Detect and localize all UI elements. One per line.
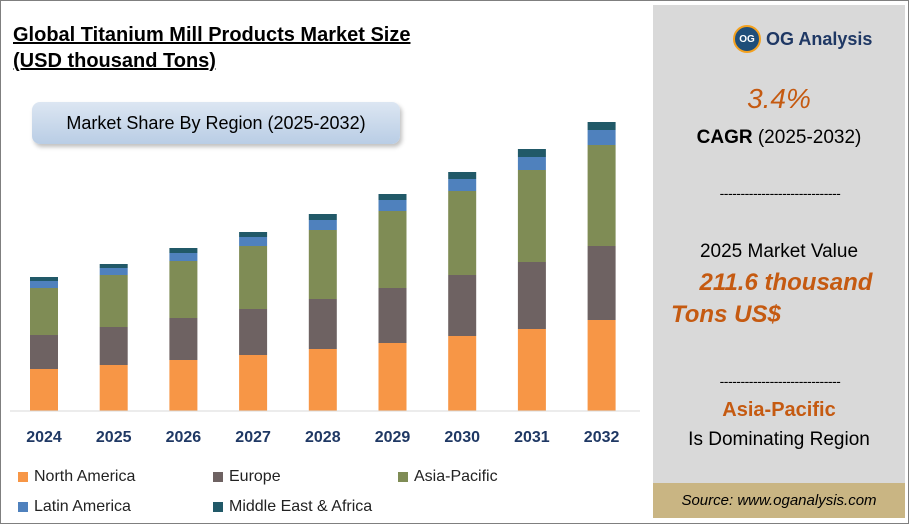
legend-swatch xyxy=(18,472,28,482)
bar-segment-europe-2031 xyxy=(517,262,546,329)
divider-bottom: ----------------------------- xyxy=(719,373,841,389)
bar-segment-middle-east-africa-2028 xyxy=(308,214,337,220)
bar-segment-asia-pacific-2031 xyxy=(517,170,546,262)
chart-title-line1: Global Titanium Mill Products Market Siz… xyxy=(13,24,411,46)
x-axis-labels: 2024 2025 2026 2027 2028 2029 2030 2031 2032 xyxy=(26,429,619,446)
dominating-region-text: Is Dominating Region xyxy=(688,429,870,450)
bar-segment-latin-america-2029 xyxy=(378,200,407,211)
legend-item-middle-east-africa: Middle East & Africa xyxy=(213,498,372,516)
legend-item-europe: Europe xyxy=(213,468,281,486)
bar-segment-latin-america-2030 xyxy=(448,179,477,191)
bar-segment-asia-pacific-2025 xyxy=(99,275,128,327)
legend-swatch xyxy=(213,502,223,512)
chart-title: Global Titanium Mill Products Market Siz… xyxy=(13,22,410,74)
bar-segment-latin-america-2032 xyxy=(587,130,616,145)
source-bar: Source: www.oganalysis.com xyxy=(653,483,905,518)
bar-segment-europe-2032 xyxy=(587,246,616,320)
bar-segment-middle-east-africa-2025 xyxy=(99,264,128,268)
bar-segment-north-america-2032 xyxy=(587,320,616,411)
legend-label: Latin America xyxy=(34,498,131,515)
x-tick-label-2032: 2032 xyxy=(584,429,620,446)
bar-segment-asia-pacific-2030 xyxy=(448,191,477,275)
bar-segment-north-america-2025 xyxy=(99,365,128,411)
bar-segment-europe-2024 xyxy=(30,335,58,369)
x-tick-label-2024: 2024 xyxy=(26,429,62,446)
bar-segment-asia-pacific-2029 xyxy=(378,211,407,288)
bar-segment-middle-east-africa-2032 xyxy=(587,122,616,130)
source-text: Source: www.oganalysis.com xyxy=(681,492,877,509)
bar-segment-asia-pacific-2024 xyxy=(30,288,58,335)
bar-segment-latin-america-2027 xyxy=(239,237,268,246)
bar-segment-middle-east-africa-2031 xyxy=(517,149,546,157)
bar-segment-europe-2025 xyxy=(99,327,128,365)
subtitle-text: Market Share By Region (2025-2032) xyxy=(66,112,366,133)
market-value-line1: 211.6 thousand xyxy=(699,269,873,296)
stacked-bar-chart: 2024 2025 2026 2027 2028 2029 2030 2031 2032 xyxy=(10,122,640,446)
bar-segment-north-america-2027 xyxy=(239,355,268,411)
x-tick-label-2027: 2027 xyxy=(235,429,271,446)
cagr-label-period: (2025-2032) xyxy=(752,127,862,148)
dominating-region: Asia-Pacific xyxy=(722,399,836,421)
legend-swatch xyxy=(398,472,408,482)
bar-segment-latin-america-2024 xyxy=(30,281,58,288)
legend-item-north-america: North America xyxy=(18,468,135,486)
bar-segment-asia-pacific-2027 xyxy=(239,246,268,309)
legend-item-asia-pacific: Asia-Pacific xyxy=(398,468,498,486)
bar-segment-middle-east-africa-2030 xyxy=(448,172,477,179)
x-tick-label-2030: 2030 xyxy=(444,429,480,446)
x-tick-label-2031: 2031 xyxy=(514,429,550,446)
bars-group xyxy=(30,122,616,411)
legend-item-latin-america: Latin America xyxy=(18,498,131,516)
bar-segment-middle-east-africa-2027 xyxy=(239,232,268,237)
bar-segment-europe-2030 xyxy=(448,275,477,336)
bar-segment-europe-2027 xyxy=(239,309,268,355)
bar-segment-europe-2026 xyxy=(169,318,198,360)
cagr-label-bold: CAGR xyxy=(696,127,753,148)
bar-segment-europe-2029 xyxy=(378,288,407,343)
logo-icon: OG xyxy=(733,25,761,53)
logo-text: OG Analysis xyxy=(766,28,873,49)
summary-panel: OG OG Analysis 3.4% CAGR (2025-2032) ---… xyxy=(653,5,905,518)
bar-segment-asia-pacific-2032 xyxy=(587,145,616,246)
bar-segment-asia-pacific-2028 xyxy=(308,230,337,299)
bar-segment-north-america-2024 xyxy=(30,369,58,411)
market-value: 211.6 thousand Tons US$ xyxy=(671,267,901,331)
bar-segment-latin-america-2026 xyxy=(169,253,198,261)
bar-segment-north-america-2031 xyxy=(517,329,546,411)
market-value-line2: Tons US$ xyxy=(671,301,781,328)
bar-segment-middle-east-africa-2026 xyxy=(169,248,198,253)
bar-segment-latin-america-2025 xyxy=(99,268,128,275)
bar-segment-north-america-2029 xyxy=(378,343,407,411)
cagr-label: CAGR (2025-2032) xyxy=(653,127,905,149)
x-tick-label-2025: 2025 xyxy=(96,429,132,446)
legend-label: Asia-Pacific xyxy=(414,468,498,485)
bar-segment-north-america-2026 xyxy=(169,360,198,411)
x-tick-label-2029: 2029 xyxy=(375,429,411,446)
bar-segment-latin-america-2028 xyxy=(308,220,337,230)
og-analysis-logo: OG OG Analysis xyxy=(733,25,872,53)
bar-segment-latin-america-2031 xyxy=(517,157,546,170)
divider-top: ----------------------------- xyxy=(719,185,841,201)
market-value-label: 2025 Market Value xyxy=(699,241,859,262)
bar-segment-europe-2028 xyxy=(308,299,337,349)
cagr-value: 3.4% xyxy=(747,83,811,114)
legend-label: Europe xyxy=(229,468,281,485)
legend-label: North America xyxy=(34,468,136,485)
legend-swatch xyxy=(18,502,28,512)
chart-title-line2: (USD thousand Tons) xyxy=(13,50,216,72)
bar-segment-north-america-2028 xyxy=(308,349,337,411)
legend-swatch xyxy=(213,472,223,482)
bar-segment-middle-east-africa-2029 xyxy=(378,194,407,200)
x-tick-label-2028: 2028 xyxy=(305,429,341,446)
bar-segment-north-america-2030 xyxy=(448,336,477,411)
bar-segment-middle-east-africa-2024 xyxy=(30,277,58,281)
x-tick-label-2026: 2026 xyxy=(166,429,202,446)
legend-label: Middle East & Africa xyxy=(229,498,373,515)
bar-segment-asia-pacific-2026 xyxy=(169,261,198,318)
subtitle-badge: Market Share By Region (2025-2032) xyxy=(32,102,400,144)
